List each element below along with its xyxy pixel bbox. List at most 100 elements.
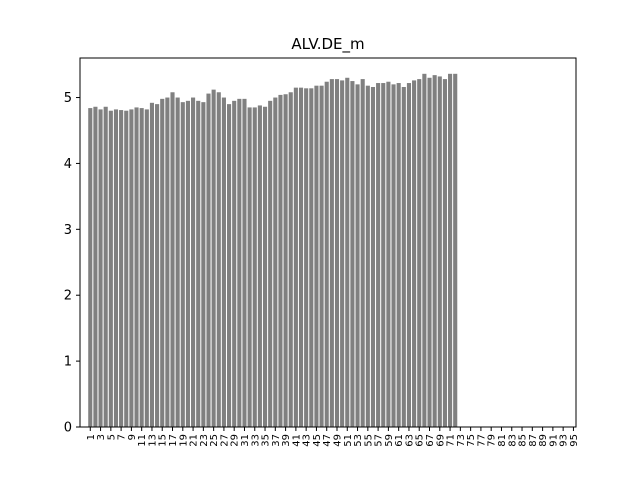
bar-35 [262,106,268,427]
bar-38 [278,94,283,428]
bar-41 [293,87,298,428]
bar-52 [350,81,355,427]
x-tick-label: 81 [497,434,508,447]
bar-62 [401,86,406,428]
bar-21 [191,97,196,427]
bar-64 [412,80,417,428]
x-tick-label: 89 [538,434,549,447]
bar-25 [211,89,216,427]
bar-15 [160,98,165,427]
x-tick-label: 17 [168,434,179,447]
x-tick-label: 29 [230,434,241,447]
bar-60 [391,84,396,428]
bar-54 [360,79,365,427]
x-tick-label: 31 [240,434,251,447]
x-tick-label: 69 [435,434,446,447]
bar-42 [298,87,304,428]
bars-group [88,73,458,428]
x-tick-label: 33 [250,434,261,447]
x-tick-label: 39 [281,434,292,447]
bar-3 [98,109,103,428]
x-tick-label: 95 [569,434,580,447]
bar-26 [216,92,221,427]
plot-frame [79,57,577,428]
x-tick-label: 55 [363,434,374,447]
bar-57 [376,83,381,427]
y-tick-label: 0 [64,421,72,436]
bar-61 [396,83,401,427]
bar-37 [273,97,278,427]
x-tick-label: 43 [302,434,313,447]
x-tick-label: 85 [518,434,529,447]
y-tick-label: 4 [64,157,72,172]
x-tick-label: 23 [199,434,210,447]
bar-13 [149,102,155,427]
x-tick-label: 15 [158,434,169,447]
bar-18 [175,97,180,427]
bar-46 [319,85,324,428]
x-tick-label: 37 [271,434,282,447]
x-tick-label: 91 [548,434,559,447]
x-tick-label: 19 [178,434,189,447]
bar-36 [268,100,273,427]
bar-48 [329,79,334,427]
bar-4 [103,106,108,427]
bar-55 [365,85,370,428]
bar-5 [108,110,113,428]
x-tick-label: 87 [528,434,539,447]
bar-65 [417,79,422,427]
bar-28 [227,104,232,428]
bar-31 [242,98,247,427]
bar-20 [185,100,190,427]
bar-67 [427,77,432,428]
bar-22 [196,100,201,427]
bar-66 [422,73,427,427]
x-tick-label: 67 [425,434,436,447]
x-tick-label: 47 [322,434,333,447]
bar-71 [448,73,453,427]
x-tick-label: 27 [219,434,230,447]
bar-16 [165,97,170,427]
y-tick-label: 5 [64,91,72,106]
x-tick-label: 35 [261,434,272,447]
bar-1 [88,108,93,427]
bar-72 [453,73,458,427]
bar-50 [340,80,345,428]
x-tick-label: 93 [559,434,570,447]
x-tick-label: 41 [291,434,302,447]
y-tick-label: 2 [64,289,72,304]
x-axis: 1 3 5 7 9 11 13 15 17 19 21 23 25 27 29 31 33 35 37 39 41 43 4… [86,427,580,447]
bar-40 [288,92,293,427]
x-tick-label: 63 [404,434,415,447]
bar-8 [124,110,129,428]
bar-30 [237,98,242,427]
y-tick-label: 1 [64,355,72,370]
x-tick-label: 53 [353,434,364,447]
x-tick-label: 13 [147,434,158,447]
x-tick-label: 57 [374,434,385,447]
bar-33 [252,107,257,428]
x-tick-label: 51 [343,434,354,447]
x-tick-label: 21 [189,434,200,447]
bar-2 [93,106,98,427]
bar-10 [134,107,139,428]
x-tick-label: 9 [127,434,138,440]
bar-68 [432,75,437,427]
bar-14 [155,104,160,428]
x-tick-label: 75 [466,434,477,447]
x-tick-label: 83 [507,434,518,447]
x-tick-label: 1 [86,434,97,440]
bar-58 [381,83,386,427]
bar-45 [314,85,319,428]
bar-63 [406,83,412,427]
x-tick-label: 77 [476,434,487,447]
bar-44 [309,88,314,427]
x-tick-label: 79 [487,434,498,447]
bar-6 [113,109,119,428]
bar-69 [437,76,442,427]
bar-47 [324,81,329,427]
bar-11 [139,108,144,427]
bar-43 [304,88,309,427]
bar-51 [345,77,350,428]
